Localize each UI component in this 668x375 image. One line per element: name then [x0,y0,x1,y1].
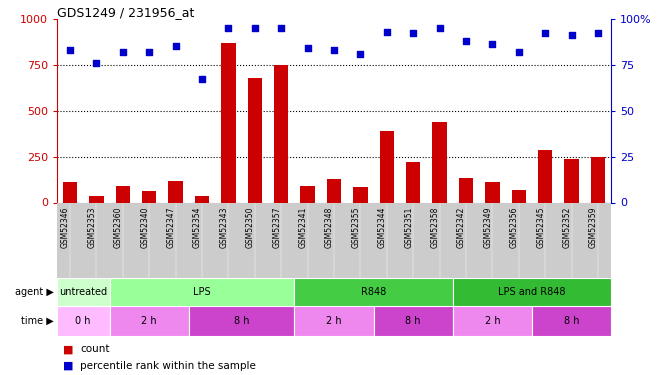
Text: 8 h: 8 h [234,316,249,326]
Text: GSM52354: GSM52354 [193,206,202,248]
Text: 8 h: 8 h [564,316,579,326]
Text: GSM52358: GSM52358 [431,206,440,248]
Point [144,49,154,55]
Bar [406,162,420,202]
Text: GSM52359: GSM52359 [589,206,598,248]
Point [329,47,339,53]
Bar [142,190,156,202]
Bar [168,182,183,203]
Bar [248,78,262,203]
Point [223,25,234,31]
Text: ■: ■ [63,345,77,354]
Text: GSM52352: GSM52352 [562,206,572,248]
Text: GSM52344: GSM52344 [378,206,387,248]
Text: GSM52355: GSM52355 [351,206,361,248]
Point [276,25,287,31]
Bar [379,131,394,203]
Bar [295,306,373,336]
Bar [189,306,295,336]
Text: 2 h: 2 h [326,316,342,326]
Text: LPS and R848: LPS and R848 [498,286,566,297]
Text: GSM52357: GSM52357 [272,206,281,248]
Text: 8 h: 8 h [405,316,421,326]
Text: GSM52343: GSM52343 [219,206,228,248]
Text: percentile rank within the sample: percentile rank within the sample [80,361,256,370]
Point [355,51,366,57]
Text: ■: ■ [63,361,77,370]
Text: 2 h: 2 h [142,316,157,326]
Bar [453,278,611,306]
Bar [532,306,611,336]
Point [434,25,445,31]
Text: GSM52348: GSM52348 [325,206,334,248]
Text: GSM52342: GSM52342 [457,206,466,248]
Bar [295,278,453,306]
Text: GSM52353: GSM52353 [88,206,96,248]
Bar [110,278,295,306]
Text: GSM52349: GSM52349 [484,206,492,248]
Text: GSM52351: GSM52351 [404,206,413,248]
Bar [353,187,367,202]
Point [566,32,577,38]
Text: 0 h: 0 h [75,316,91,326]
Bar [57,306,110,336]
Point [408,30,419,36]
Text: R848: R848 [361,286,386,297]
Bar [485,182,500,203]
Bar [459,178,473,203]
Text: GSM52341: GSM52341 [299,206,307,248]
Text: untreated: untreated [59,286,108,297]
Text: count: count [80,345,110,354]
Bar [116,186,130,202]
Text: GSM52345: GSM52345 [536,206,545,248]
Point [540,30,550,36]
Bar [591,158,605,203]
Bar [373,306,453,336]
Text: agent ▶: agent ▶ [15,286,53,297]
Bar [327,178,341,203]
Point [461,38,472,44]
Text: 2 h: 2 h [484,316,500,326]
Bar [221,43,236,203]
Point [91,60,102,66]
Point [65,47,75,53]
Bar [564,159,579,202]
Point [249,25,260,31]
Text: GSM52350: GSM52350 [246,206,255,248]
Bar [453,306,532,336]
Bar [195,196,209,202]
Bar [432,122,447,202]
Bar [274,64,289,203]
Bar [57,202,611,278]
Point [302,45,313,51]
Point [118,49,128,55]
Text: GDS1249 / 231956_at: GDS1249 / 231956_at [57,6,194,19]
Bar [301,186,315,202]
Text: GSM52360: GSM52360 [114,206,123,248]
Text: GSM52356: GSM52356 [510,206,519,248]
Bar [110,306,189,336]
Bar [538,150,552,202]
Bar [89,196,104,202]
Point [514,49,524,55]
Text: time ▶: time ▶ [21,316,53,326]
Point [170,44,181,50]
Bar [63,182,77,203]
Text: GSM52340: GSM52340 [140,206,149,248]
Point [593,30,603,36]
Text: LPS: LPS [193,286,211,297]
Point [487,42,498,48]
Point [381,28,392,34]
Text: GSM52346: GSM52346 [61,206,70,248]
Bar [512,190,526,202]
Bar [57,278,110,306]
Text: GSM52347: GSM52347 [166,206,176,248]
Point [196,76,207,82]
